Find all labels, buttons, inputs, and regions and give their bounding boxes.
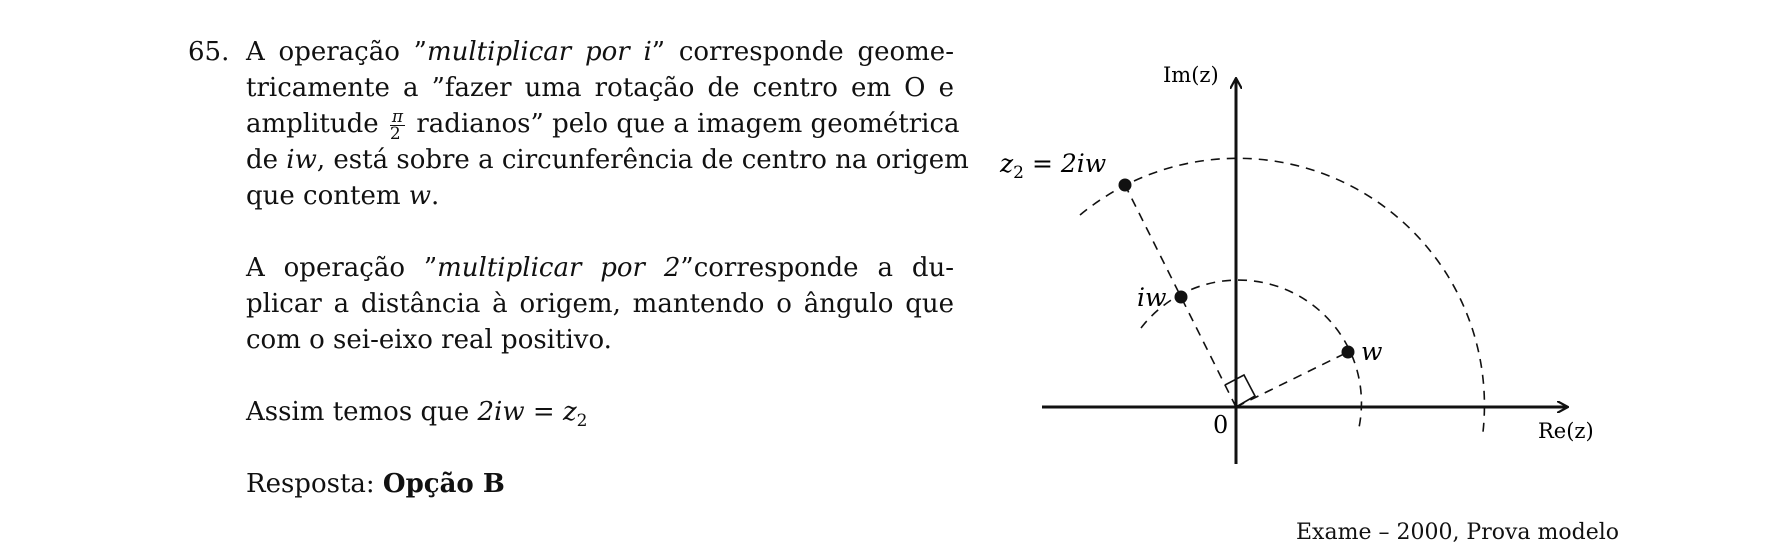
- text-span-italic: w: [408, 181, 432, 211]
- origin-label: 0: [1213, 411, 1228, 439]
- z2-label-main: z: [999, 149, 1014, 178]
- point-iw: [1174, 290, 1188, 304]
- text-span: que contem: [246, 181, 401, 211]
- text-span: A operação ”: [246, 37, 427, 67]
- equation-subscript: 2: [576, 411, 588, 432]
- fraction-numerator: π: [389, 106, 406, 127]
- text-span: A operação ”: [246, 253, 438, 283]
- conclusion-line: Assim temos que 2iw = z2: [246, 394, 587, 439]
- text-span: ” corresponde geome-: [651, 37, 954, 67]
- paragraph-multiply-by-2: A operação ”multiplicar por 2”correspond…: [246, 250, 954, 358]
- radius-to-w: [1235, 351, 1349, 408]
- text-span-italic: iw: [286, 145, 317, 175]
- answer-value: Opção B: [382, 469, 505, 499]
- text-span-italic: multiplicar por 2: [437, 253, 681, 283]
- equation-right: z: [562, 397, 577, 427]
- w-label: w: [1361, 337, 1382, 366]
- text-line: de iw, está sobre a circunferência de ce…: [246, 142, 969, 178]
- text-span: Assim temos que: [246, 397, 478, 427]
- answer-line: Resposta: Opção B: [246, 466, 505, 502]
- text-line: plicar a distância à origem, mantendo o …: [246, 289, 954, 319]
- text-line: A operação ”multiplicar por 2”correspond…: [246, 250, 954, 286]
- exercise-number: 65.: [188, 37, 230, 67]
- right-angle-marker: [1224, 373, 1257, 408]
- y-axis-label: Im(z): [1163, 63, 1219, 87]
- text-line: com o sei-eixo real positivo.: [246, 325, 612, 355]
- z2-label-sub: 2: [1013, 163, 1024, 183]
- equation-left: 2iw: [477, 397, 525, 427]
- text-line: A operação ”multiplicar por i” correspon…: [246, 34, 954, 70]
- text-span: .: [431, 181, 440, 211]
- source-caption: Exame – 2000, Prova modelo: [1296, 520, 1620, 545]
- text-line: que contem w.: [246, 178, 954, 214]
- outer-circle-arc: [1079, 157, 1486, 433]
- x-axis-label: Re(z): [1538, 419, 1594, 443]
- inner-circle-arc: [1140, 279, 1363, 433]
- text-span-italic: multiplicar por i: [426, 37, 652, 67]
- text-span: , está sobre a circunferência de centro …: [316, 145, 969, 175]
- z2-label-rest: = 2iw: [1024, 149, 1106, 178]
- text-span: de: [246, 145, 279, 175]
- z2-label: z2 = 2iw: [999, 149, 1106, 183]
- answer-label: Resposta:: [246, 469, 383, 499]
- equation-sign: =: [524, 397, 563, 427]
- text-span: ”corresponde a du-: [680, 253, 954, 283]
- paragraph-rotation: A operação ”multiplicar por i” correspon…: [246, 34, 969, 214]
- fraction-denominator: 2: [389, 123, 401, 144]
- text-line: tricamente a ”fazer uma rotação de centr…: [246, 73, 954, 103]
- text-span: radianos” pelo que a imagem geométrica: [416, 109, 960, 139]
- point-w: [1341, 345, 1355, 359]
- point-z2: [1118, 178, 1132, 192]
- iw-label: iw: [1137, 283, 1166, 312]
- text-span: amplitude: [246, 109, 379, 139]
